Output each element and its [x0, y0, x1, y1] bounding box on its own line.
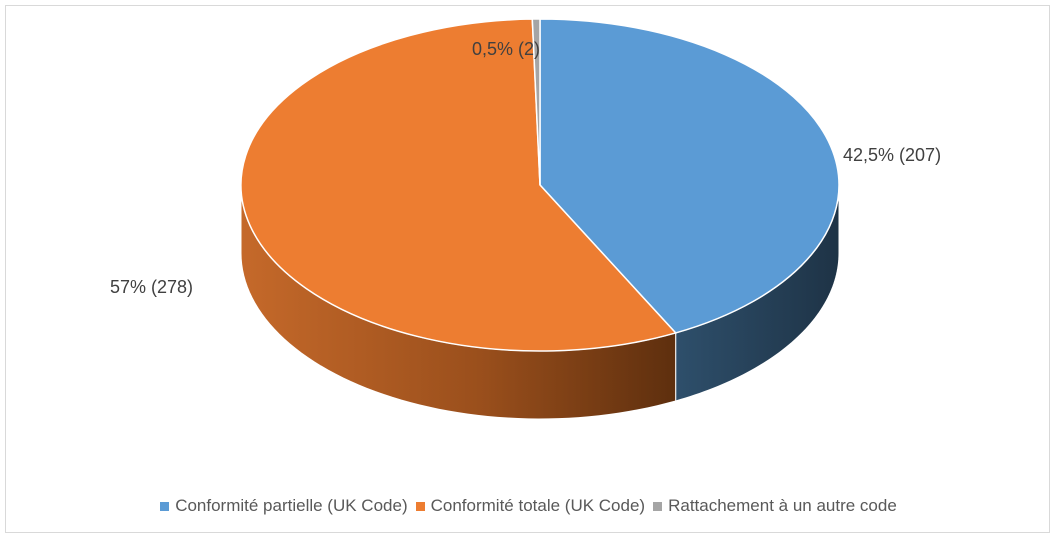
slice-autre-code [531, 18, 541, 186]
legend-item-autre-code: Rattachement à un autre code [653, 496, 897, 516]
data-label-autre-code: 0,5% (2) [472, 39, 540, 59]
slice-partielle [539, 18, 840, 334]
data-label-totale: 57% (278) [110, 277, 193, 297]
legend-swatch-blue [160, 501, 170, 511]
legend-item-totale: Conformité totale (UK Code) [415, 496, 646, 516]
legend-item-partielle: Conformité partielle (UK Code) [160, 496, 408, 516]
legend-label-autre-code: Rattachement à un autre code [668, 496, 897, 515]
legend-swatch-orange [415, 501, 425, 511]
legend: Conformité partielle (UK Code) Conformit… [0, 496, 1057, 516]
legend-label-partielle: Conformité partielle (UK Code) [175, 496, 408, 515]
slice-totale [240, 18, 678, 352]
data-label-partielle: 42,5% (207) [843, 145, 941, 165]
legend-label-totale: Conformité totale (UK Code) [430, 496, 646, 515]
legend-swatch-grey [653, 501, 663, 511]
